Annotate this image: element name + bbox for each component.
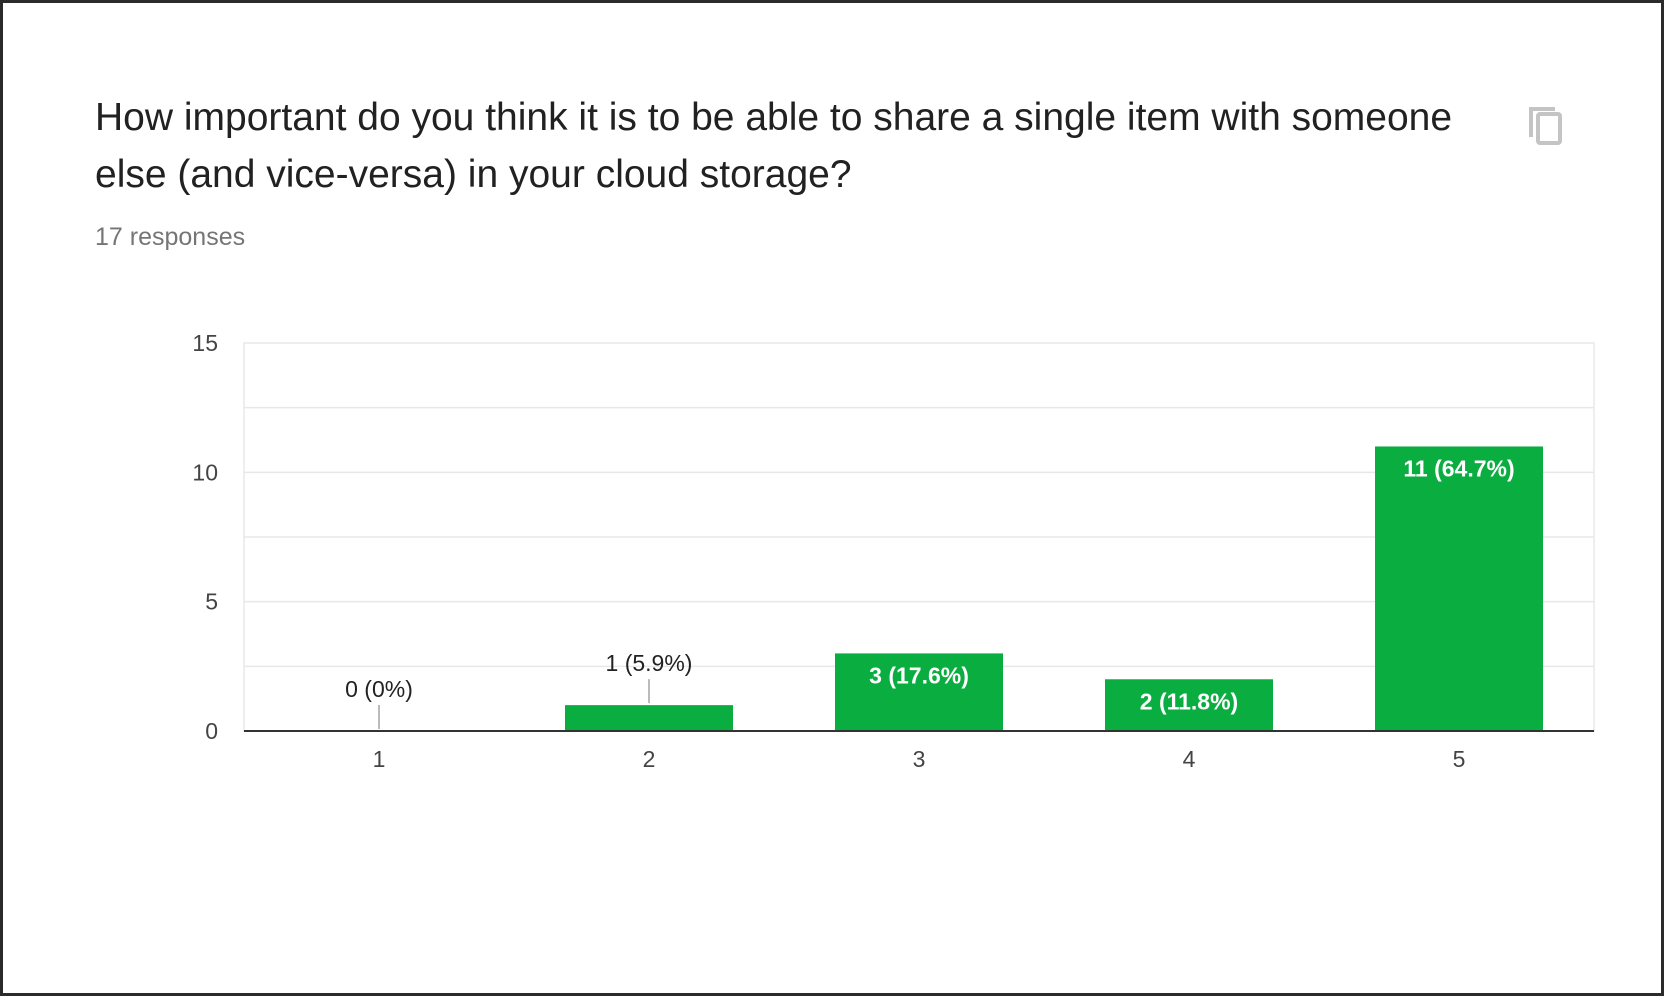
- x-tick-label: 1: [373, 746, 386, 772]
- data-label: 3 (17.6%): [869, 662, 969, 688]
- data-label: 2 (11.8%): [1140, 688, 1238, 714]
- data-label: 1 (5.9%): [606, 650, 693, 676]
- data-label: 0 (0%): [345, 676, 413, 702]
- bar: [565, 705, 733, 731]
- x-tick-label: 3: [913, 746, 926, 772]
- y-tick-label: 5: [205, 589, 218, 615]
- bar: [1105, 679, 1273, 731]
- response-count: 17 responses: [95, 223, 246, 251]
- copy-icon: [1529, 107, 1562, 145]
- x-tick-label: 2: [643, 746, 656, 772]
- copy-chart-button[interactable]: [1521, 97, 1573, 149]
- x-tick-label: 5: [1453, 746, 1466, 772]
- y-tick-label: 0: [205, 718, 218, 744]
- y-tick-label: 10: [192, 459, 218, 485]
- data-label: 11 (64.7%): [1403, 455, 1514, 481]
- question-title: How important do you think it is to be a…: [95, 96, 1453, 196]
- x-tick-label: 4: [1183, 746, 1196, 772]
- bar: [835, 653, 1003, 731]
- bar: [1375, 446, 1543, 731]
- y-tick-label: 15: [192, 330, 218, 356]
